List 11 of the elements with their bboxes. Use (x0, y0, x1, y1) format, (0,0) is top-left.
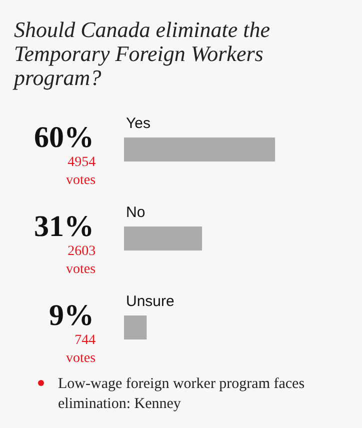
y-tick-label: Yes (126, 115, 150, 132)
y-tick-label: Unsure (126, 293, 174, 310)
data-label: 31% (34, 210, 94, 243)
text: 4954 votes (66, 155, 96, 188)
text: 2603 votes (66, 244, 96, 278)
data-label: 60% (34, 121, 94, 154)
chart-title: Should Canada eliminate the Temporary Foreign Workers program? (14, 17, 272, 90)
y-tick-label: No (126, 204, 146, 221)
text: Low-wage foreign worker program faces elimination: Kenney (58, 376, 305, 412)
data-label: 9% (49, 299, 94, 332)
text: 744 votes (66, 333, 96, 366)
